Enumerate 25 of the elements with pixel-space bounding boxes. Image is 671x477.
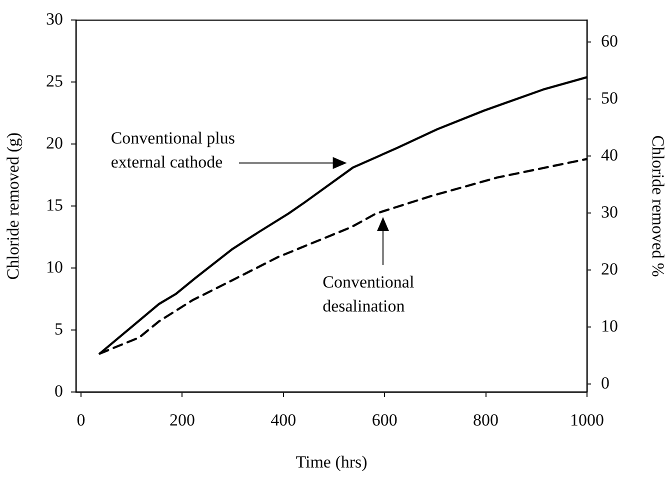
x-axis-title: Time (hrs) [296,452,368,472]
y-tick-label: 15 [46,196,63,215]
x-tick-label: 800 [473,410,499,430]
y2-tick-label: 30 [601,202,618,222]
x-tick-label: 400 [270,410,296,430]
annotation: Conventional plus external cathode [110,128,236,172]
y2-tick-label: 0 [601,373,610,392]
y2-tick-label: 10 [601,316,618,336]
x-tick-label: 200 [170,410,195,430]
y-axis-title: Chloride removed (g) [4,132,23,280]
x-tick-label: 600 [372,410,398,430]
y-tick-label: 25 [46,72,63,91]
annotation: Conventional desalination [322,272,414,316]
y2-tick-label: 60 [601,31,618,50]
y2-tick-label: 50 [601,88,618,108]
x-tick-label: 1000 [570,410,604,430]
y2-axis-title: Chloride removed % [648,135,668,277]
y-tick-label: 30 [46,10,63,29]
y-tick-label: 5 [54,320,63,338]
y-tick-label: 0 [54,381,63,400]
y2-tick-label: 40 [601,145,618,164]
x-tick-label: 0 [76,410,86,430]
y2-tick-label: 20 [601,259,618,278]
y-tick-label: 20 [46,134,63,153]
y-tick-label: 10 [46,258,63,277]
